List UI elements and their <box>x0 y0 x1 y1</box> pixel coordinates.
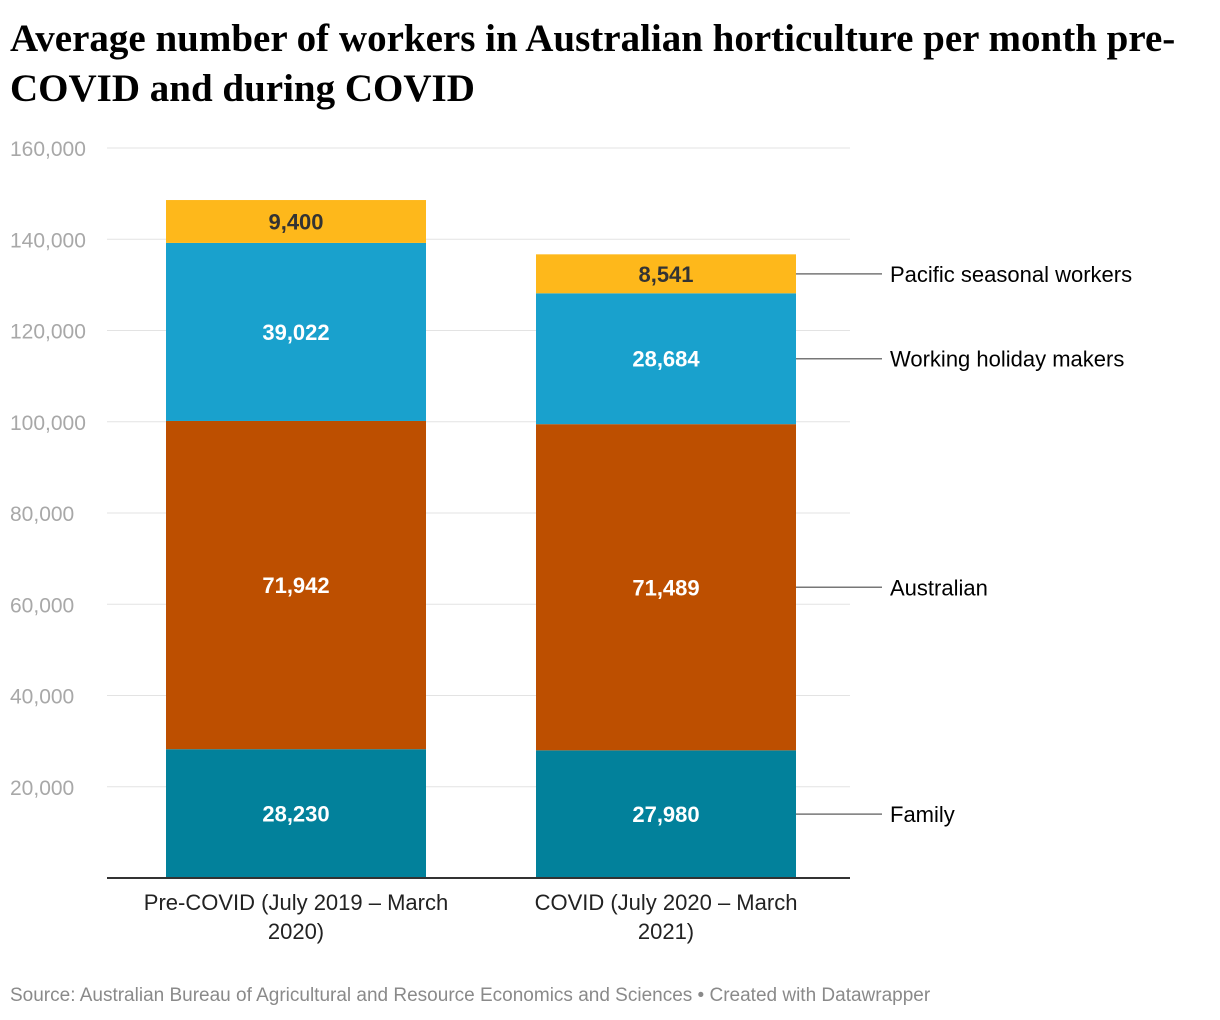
datawrapper-credit[interactable]: Created with Datawrapper <box>709 985 931 1006</box>
bar-segment <box>166 200 426 243</box>
bar-segment <box>166 242 426 421</box>
chart-title: Average number of workers in Australian … <box>10 17 1176 110</box>
y-tick-label: 40,000 <box>10 686 74 709</box>
data-label: 39,022 <box>262 320 329 345</box>
y-tick-label: 80,000 <box>10 503 74 526</box>
category-label: Pre-COVID (July 2019 – March 2020) <box>144 890 448 944</box>
data-label: 27,980 <box>632 802 699 827</box>
bar-segment <box>166 749 426 878</box>
category-label: COVID (July 2020 – March 2021) <box>535 890 798 944</box>
data-label: 9,400 <box>268 209 323 234</box>
y-tick-label: 60,000 <box>10 594 74 617</box>
stacked-bar-chart: 20,000 40,000 60,000 80,000 100,000 120,000 14… <box>10 138 1132 944</box>
series-label: Pacific seasonal workers <box>890 262 1132 287</box>
source-text: Source: Australian Bureau of Agricultura… <box>10 985 693 1006</box>
bar-segment <box>536 750 796 878</box>
data-label: 28,230 <box>262 802 329 827</box>
y-tick-label: 120,000 <box>10 321 86 344</box>
data-label: 8,541 <box>638 262 693 287</box>
chart-footer: Source: Australian Bureau of Agricultura… <box>10 985 930 1007</box>
y-tick-label: 100,000 <box>10 412 86 435</box>
footer-separator: • <box>697 985 705 1006</box>
data-label: 71,489 <box>632 575 699 600</box>
y-tick-label: 160,000 <box>10 138 86 161</box>
bar-segment <box>536 293 796 425</box>
data-label: 71,942 <box>262 573 329 598</box>
bar-segment <box>536 254 796 294</box>
bar-segment <box>166 420 426 750</box>
series-label: Family <box>890 802 955 827</box>
y-tick-label: 140,000 <box>10 229 86 252</box>
series-label: Working holiday makers <box>890 347 1124 372</box>
y-tick-label: 20,000 <box>10 777 74 800</box>
data-label: 28,684 <box>632 347 700 372</box>
bar-segment <box>536 424 796 751</box>
series-label: Australian <box>890 575 988 600</box>
